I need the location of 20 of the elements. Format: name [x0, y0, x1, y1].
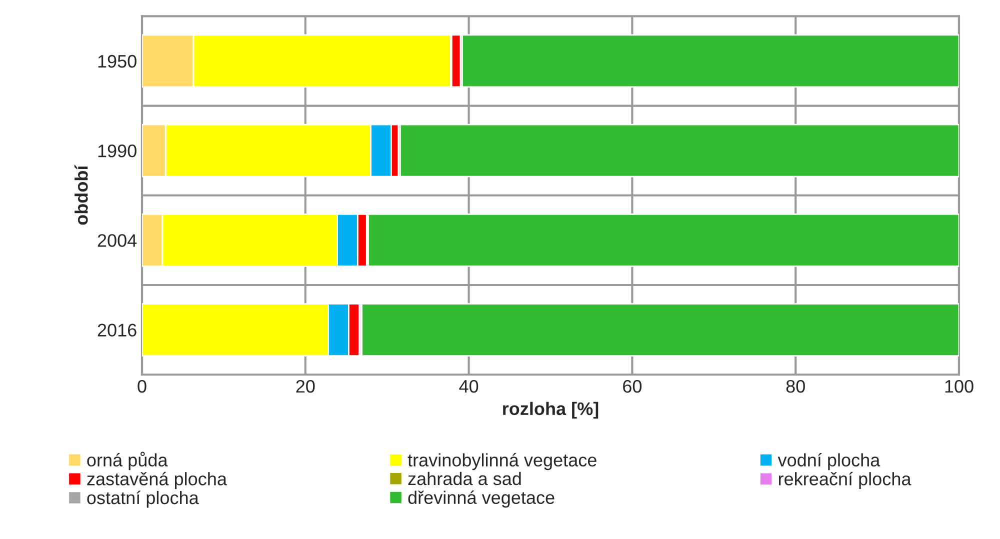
y-tick-label: 2004 — [98, 234, 137, 247]
y-axis-title: období — [74, 164, 88, 225]
legend-label: orná půda — [87, 452, 168, 470]
legend-label: vodní plocha — [778, 453, 880, 470]
y-tick-label: 1950 — [98, 54, 136, 68]
legend-label: zahrada a sad — [408, 472, 521, 486]
legend-label: dřevinná vegetace — [408, 490, 554, 508]
x-tick-label: 20 — [296, 380, 315, 393]
y-tick-label: 1990 — [98, 144, 136, 158]
legend-label: travinobylinná vegetace — [408, 453, 596, 470]
x-tick-label: 100 — [945, 380, 974, 393]
legend-label: rekreační plocha — [778, 472, 912, 489]
x-tick-label: 80 — [786, 380, 805, 393]
y-tick-label: 2016 — [98, 324, 136, 337]
legend-label: zastavěná plocha — [87, 472, 227, 489]
x-axis-title: rozloha [%] — [503, 402, 598, 419]
x-tick-label: 40 — [459, 380, 478, 393]
x-tick-label: 60 — [623, 380, 642, 393]
legend-label: ostatní plocha — [87, 490, 199, 508]
x-tick-label: 0 — [138, 380, 146, 393]
